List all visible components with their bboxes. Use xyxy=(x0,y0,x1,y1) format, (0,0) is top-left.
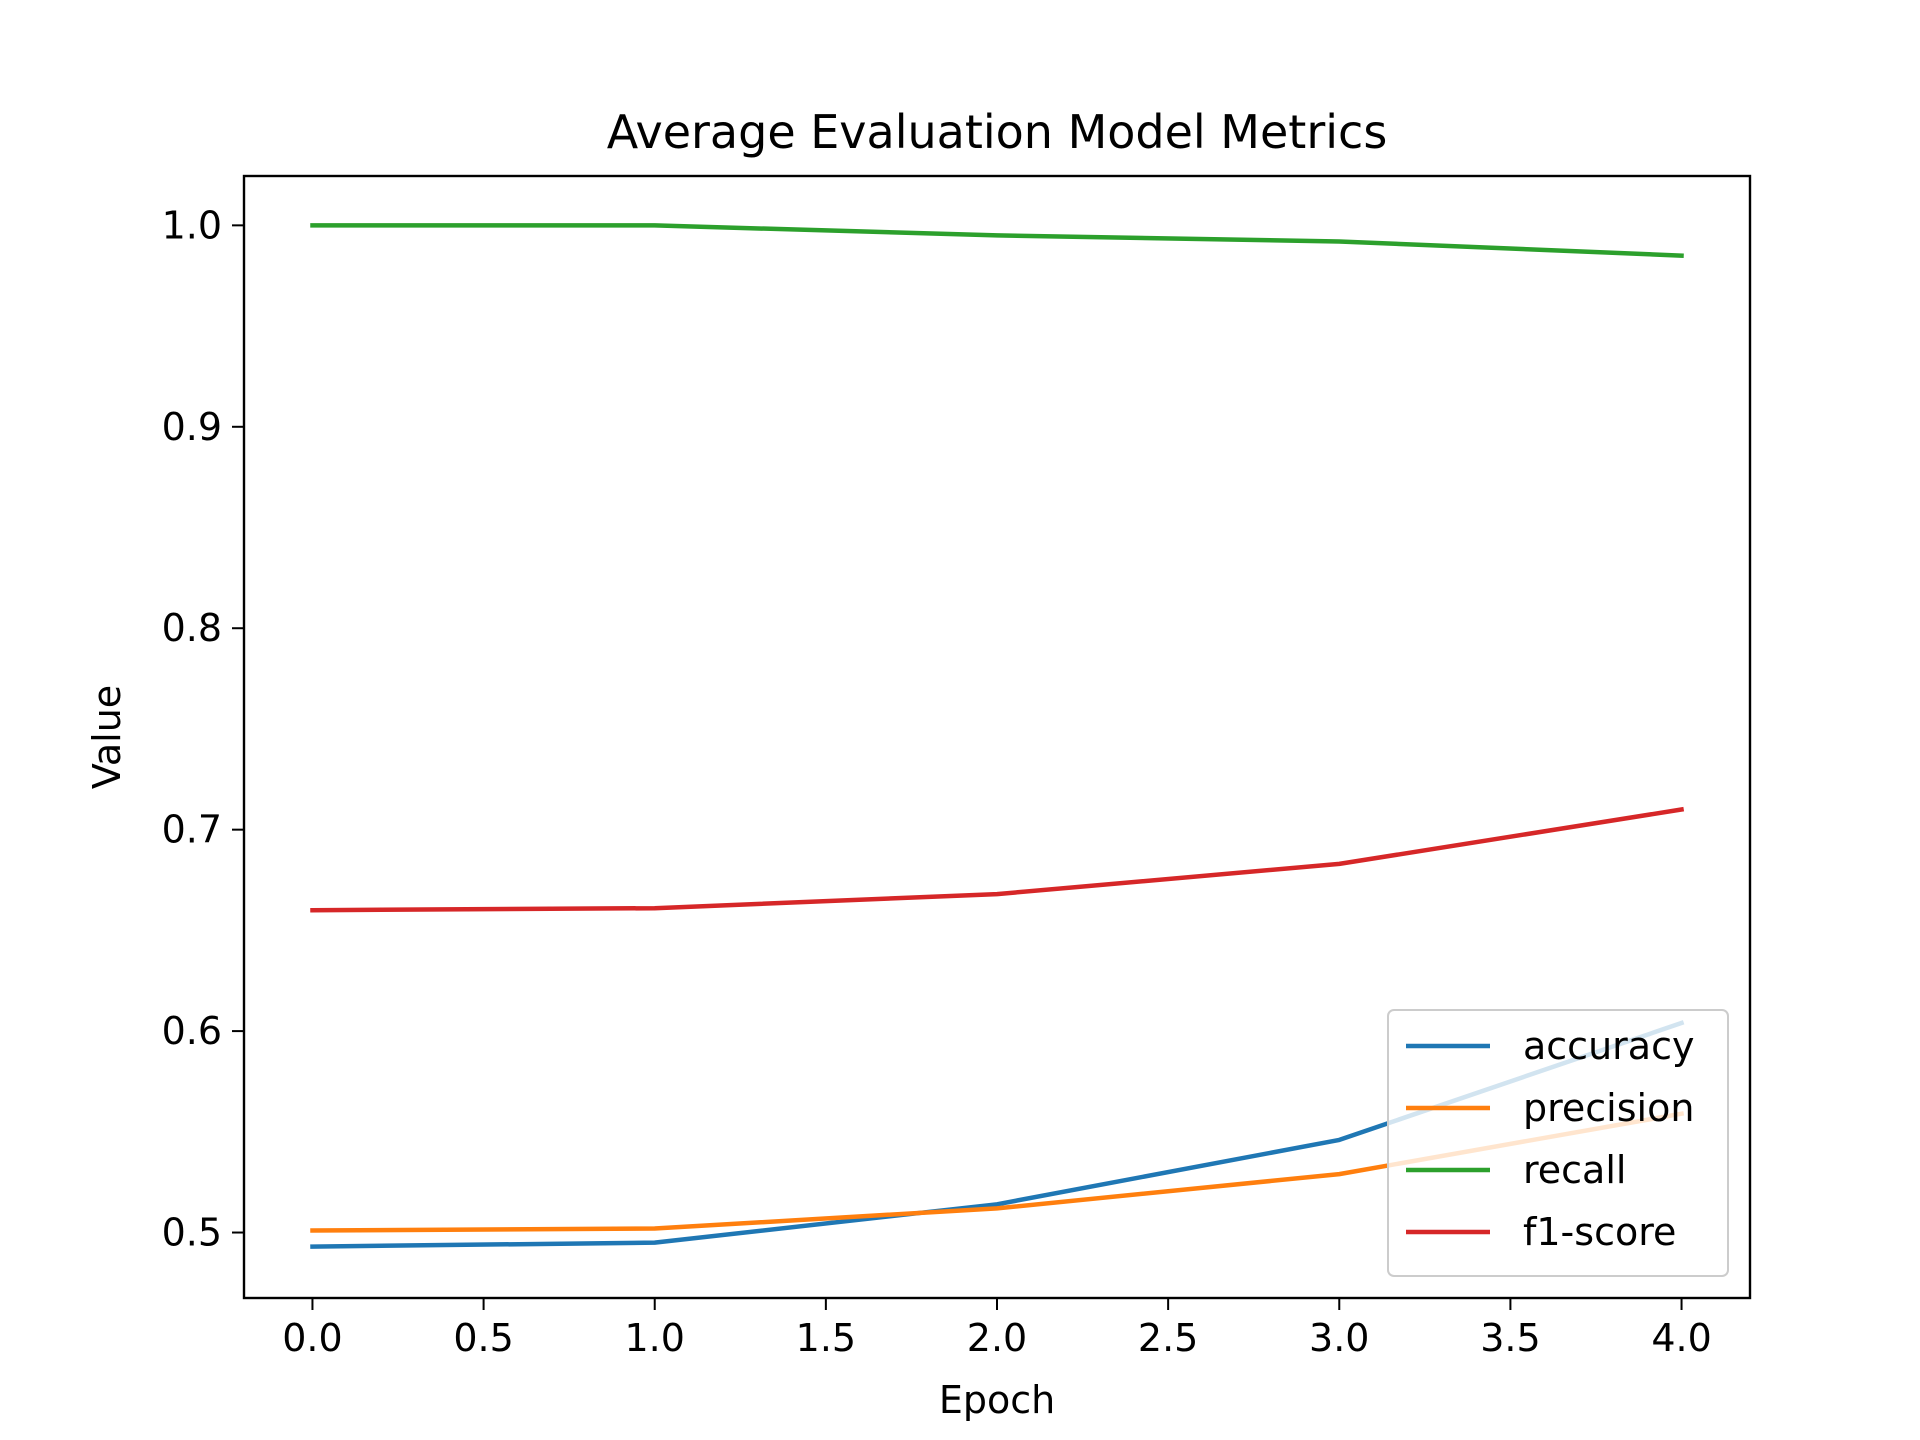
y-tick-label: 0.7 xyxy=(162,808,222,852)
y-tick-label: 0.9 xyxy=(162,405,222,449)
legend-label-accuracy: accuracy xyxy=(1523,1024,1694,1068)
series-line-f1-score xyxy=(310,806,1685,913)
legend-label-recall: recall xyxy=(1523,1148,1626,1192)
y-axis-label: Value xyxy=(85,685,129,789)
legend-box xyxy=(1387,1009,1729,1277)
x-tick-label: 0.5 xyxy=(453,1316,513,1360)
y-axis-ticks: 0.5 0.6 0.7 0.8 0.9 1.0 xyxy=(162,203,244,1255)
y-tick-label: 0.5 xyxy=(162,1211,222,1255)
chart-title: Average Evaluation Model Metrics xyxy=(607,105,1388,159)
x-tick-label: 3.0 xyxy=(1309,1316,1369,1360)
x-tick-label: 1.5 xyxy=(796,1316,856,1360)
legend-label-f1-score: f1-score xyxy=(1523,1210,1676,1254)
x-tick-label: 4.0 xyxy=(1651,1316,1711,1360)
x-axis-ticks: 0.0 0.5 1.0 1.5 2.0 2.5 3.0 3.5 4.0 xyxy=(282,1298,1712,1360)
x-tick-label: 3.5 xyxy=(1480,1316,1540,1360)
legend-label-precision: precision xyxy=(1523,1086,1694,1130)
x-tick-label: 2.0 xyxy=(967,1316,1027,1360)
y-tick-label: 1.0 xyxy=(162,203,222,247)
legend: accuracy precision recall f1-score xyxy=(1387,1009,1729,1277)
y-tick-label: 0.6 xyxy=(162,1009,222,1053)
y-tick-label: 0.8 xyxy=(162,606,222,650)
x-tick-label: 2.5 xyxy=(1138,1316,1198,1360)
x-tick-label: 1.0 xyxy=(625,1316,685,1360)
x-axis-label: Epoch xyxy=(939,1378,1055,1422)
x-tick-label: 0.0 xyxy=(282,1316,342,1360)
series-line-recall xyxy=(310,223,1684,258)
